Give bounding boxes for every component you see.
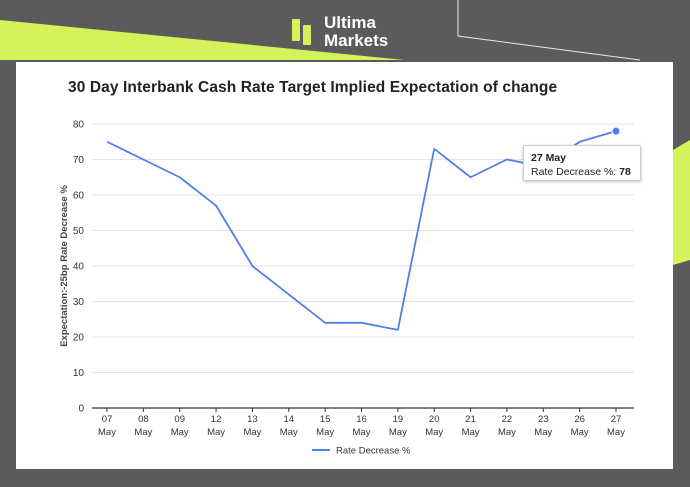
x-tick-label-day: 19 bbox=[393, 414, 404, 425]
chart-tooltip: 27 May Rate Decrease %: 78 bbox=[523, 145, 641, 181]
x-tick-label-day: 20 bbox=[429, 414, 440, 425]
y-tick-label: 20 bbox=[73, 333, 85, 344]
x-tick-label-day: 15 bbox=[320, 414, 331, 425]
y-tick-label: 80 bbox=[73, 120, 85, 131]
tooltip-date: 27 May bbox=[531, 152, 567, 164]
x-tick-label-day: 09 bbox=[174, 414, 185, 425]
y-tick-label: 10 bbox=[73, 368, 85, 379]
x-tick-label-month: May bbox=[534, 427, 552, 438]
tooltip-value: 78 bbox=[619, 166, 631, 178]
x-tick-label-day: 13 bbox=[247, 414, 258, 425]
brand-name-line1: Ultima bbox=[324, 13, 376, 32]
y-axis-label: Expectation:-25bp Rate Decrease % bbox=[59, 185, 70, 347]
brand-name-line2: Markets bbox=[324, 31, 389, 50]
x-tick-label-day: 14 bbox=[283, 414, 294, 425]
x-tick-label-day: 21 bbox=[465, 414, 476, 425]
chart-card: 30 Day Interbank Cash Rate Target Implie… bbox=[16, 62, 673, 469]
x-tick-label-month: May bbox=[353, 427, 371, 438]
x-tick-label-day: 23 bbox=[538, 414, 549, 425]
ultima-logo-icon bbox=[292, 19, 311, 45]
x-tick-label-month: May bbox=[98, 427, 116, 438]
x-tick-label-day: 12 bbox=[211, 414, 222, 425]
x-tick-label-month: May bbox=[316, 427, 334, 438]
x-tick-label-day: 07 bbox=[102, 414, 113, 425]
legend-label: Rate Decrease % bbox=[336, 446, 411, 457]
y-tick-label: 70 bbox=[73, 155, 85, 166]
x-tick-label-month: May bbox=[134, 427, 152, 438]
y-tick-label: 60 bbox=[73, 191, 85, 202]
accent-stripe-left bbox=[0, 20, 405, 60]
line-chart: 0 10 20 30 40 50 60 70 80 07 May 08 May 09 May 12 May 13 M… bbox=[59, 120, 634, 457]
y-tick-label: 50 bbox=[73, 226, 85, 237]
x-tick-label-month: May bbox=[607, 427, 625, 438]
x-tick-label-month: May bbox=[571, 427, 589, 438]
x-tick-label-month: May bbox=[280, 427, 298, 438]
x-tick-label-month: May bbox=[425, 427, 443, 438]
x-tick-label-day: 08 bbox=[138, 414, 149, 425]
x-tick-label-month: May bbox=[171, 427, 189, 438]
accent-stripe-right bbox=[673, 140, 690, 265]
y-tick-label: 40 bbox=[73, 262, 85, 273]
x-tick-label-month: May bbox=[243, 427, 261, 438]
x-tick-label-month: May bbox=[462, 427, 480, 438]
decorative-line bbox=[457, 0, 641, 61]
x-tick-label-day: 27 bbox=[611, 414, 622, 425]
y-tick-label: 30 bbox=[73, 297, 85, 308]
y-tick-label: 0 bbox=[78, 404, 84, 415]
x-tick-label-month: May bbox=[207, 427, 225, 438]
x-tick-label-month: May bbox=[498, 427, 516, 438]
tooltip-series-label: Rate Decrease %: bbox=[531, 166, 617, 178]
x-tick-label-month: May bbox=[389, 427, 407, 438]
x-tick-label-day: 22 bbox=[502, 414, 513, 425]
chart-title: 30 Day Interbank Cash Rate Target Implie… bbox=[68, 79, 558, 96]
data-point bbox=[611, 126, 621, 136]
x-tick-label-day: 26 bbox=[574, 414, 585, 425]
x-tick-label-day: 16 bbox=[356, 414, 367, 425]
brand-logo: Ultima Markets bbox=[292, 14, 388, 50]
